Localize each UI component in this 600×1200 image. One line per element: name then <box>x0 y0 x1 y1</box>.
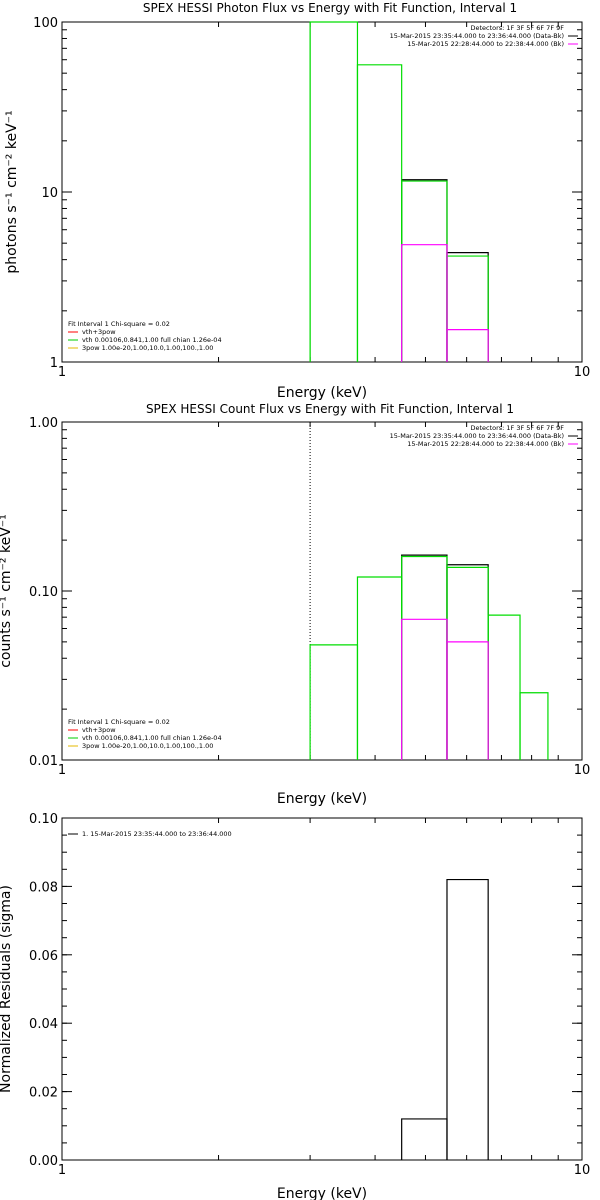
count-legend-bottom-left-text: Fit Interval 1 Chi-square = 0.02 <box>68 718 170 726</box>
count-series1-bin <box>401 555 448 760</box>
count-x-tick-label: 10 <box>574 763 591 778</box>
photon-series1-bin <box>401 180 448 362</box>
photon-series2-bin <box>401 244 448 362</box>
count-series0-bin <box>446 564 489 760</box>
residuals-y-tick-label: 0.08 <box>29 880 58 895</box>
photon-legend-bottom-left-text: vth 0.00106,0.841,1.00 full chian 1.26e-… <box>82 336 222 344</box>
photon-panel-title: SPEX HESSI Photon Flux vs Energy with Fi… <box>143 1 517 15</box>
photon-legend-top-right-text: 15-Mar-2015 22:28:44.000 to 22:38:44.000… <box>407 40 564 48</box>
residuals-legends: 1. 15-Mar-2015 23:35:44.000 to 23:36:44.… <box>68 830 232 838</box>
residuals-y-tick-label: 0.00 <box>29 1154 58 1169</box>
photon-series1-bin <box>446 255 489 362</box>
residuals-y-tick-label: 0.04 <box>29 1017 58 1032</box>
residuals-x-axis-label: Energy (keV) <box>277 1186 367 1200</box>
count-legend-top-right-text: 15-Mar-2015 23:35:44.000 to 23:36:44.000… <box>390 432 564 440</box>
residuals-legend-top-left-text: 1. 15-Mar-2015 23:35:44.000 to 23:36:44.… <box>82 830 232 838</box>
residuals-series0-bin <box>446 878 489 1160</box>
photon-series0-bin <box>446 252 489 362</box>
count-legend-bottom-left-text: vth+3pow <box>82 726 116 734</box>
count-legend-top-right-text: 15-Mar-2015 22:28:44.000 to 22:38:44.000… <box>407 440 564 448</box>
count-series1-bin <box>487 614 521 760</box>
count-y-tick-label: 0.01 <box>29 754 58 769</box>
count-y-tick-label: 0.10 <box>29 585 58 600</box>
photon-series1-bin <box>356 64 403 362</box>
count-legend-bottom-left-text: vth 0.00106,0.841,1.00 full chian 1.26e-… <box>82 734 222 742</box>
count-legends: Detectors: 1F 3F 5F 6F 7F 9F15-Mar-2015 … <box>68 424 578 750</box>
photon-series0-bin <box>401 179 448 362</box>
count-y-tick-label: 1.00 <box>29 416 58 431</box>
count-series1-bin <box>356 576 403 760</box>
photon-y-tick-label: 10 <box>41 186 58 201</box>
count-series1-bin <box>309 644 359 760</box>
photon-y-tick-label: 100 <box>33 16 58 31</box>
photon-x-axis-label: Energy (keV) <box>277 385 367 401</box>
count-series1-bin <box>519 692 549 760</box>
count-y-axis-label: counts s⁻¹ cm⁻² keV⁻¹ <box>0 514 14 668</box>
photon-x-tick-label: 10 <box>574 365 591 380</box>
photon-legend-bottom-left-text: 3pow 1.00e-20,1.00,10.0,1.00,100.,1.00 <box>82 344 213 352</box>
residuals-x-tick-label: 10 <box>574 1163 591 1178</box>
count-flux-panel: SPEX HESSI Count Flux vs Energy with Fit… <box>0 402 590 807</box>
photon-histogram <box>309 21 489 362</box>
photon-ticks: 1 10 1 10 100 <box>33 16 590 380</box>
photon-flux-panel: SPEX HESSI Photon Flux vs Energy with Fi… <box>4 1 590 401</box>
count-plot-frame <box>61 421 583 761</box>
photon-legend-bottom-left-text: Fit Interval 1 Chi-square = 0.02 <box>68 320 170 328</box>
photon-legend-top-right-text: 15-Mar-2015 23:35:44.000 to 23:36:44.000… <box>390 32 564 40</box>
count-series1-bin <box>446 566 489 760</box>
count-x-axis-label: Energy (keV) <box>277 791 367 807</box>
count-panel-title: SPEX HESSI Count Flux vs Energy with Fit… <box>146 402 514 416</box>
residuals-series0-bin <box>401 1118 448 1160</box>
residuals-y-axis-label: Normalized Residuals (sigma) <box>0 885 14 1093</box>
residuals-y-tick-label: 0.10 <box>29 812 58 827</box>
count-series0-bin <box>401 554 448 760</box>
count-legend-bottom-left-text: 3pow 1.00e-20,1.00,10.0,1.00,100.,1.00 <box>82 742 213 750</box>
photon-series2-bin <box>446 329 489 362</box>
count-histogram <box>309 422 549 760</box>
photon-y-axis-label: photons s⁻¹ cm⁻² keV⁻¹ <box>4 110 20 273</box>
count-x-tick-label: 1 <box>58 763 66 778</box>
residuals-ticks: 1 10 0.00 0.02 0.04 0.06 0.08 0.10 <box>29 812 590 1178</box>
count-series2-bin <box>446 641 489 760</box>
count-legend-top-right-text: Detectors: 1F 3F 5F 6F 7F 9F <box>470 424 564 432</box>
residuals-y-tick-label: 0.06 <box>29 949 58 964</box>
photon-y-tick-label: 1 <box>50 356 58 371</box>
photon-legend-top-right-text: Detectors: 1F 3F 5F 6F 7F 9F <box>470 24 564 32</box>
residuals-panel: Energy (keV) Normalized Residuals (sigma… <box>0 812 590 1200</box>
photon-x-tick-label: 1 <box>58 365 66 380</box>
count-series2-bin <box>401 618 448 760</box>
residuals-histogram <box>401 878 489 1160</box>
count-ticks: 1 10 0.01 0.10 1.00 <box>29 416 590 778</box>
residuals-x-tick-label: 1 <box>58 1163 66 1178</box>
photon-legend-bottom-left-text: vth+3pow <box>82 328 116 336</box>
residuals-plot-frame <box>61 817 583 1161</box>
photon-legends: Detectors: 1F 3F 5F 6F 7F 9F15-Mar-2015 … <box>68 24 578 352</box>
photon-plot-frame <box>61 21 583 363</box>
photon-series1-bin <box>309 21 359 362</box>
residuals-y-tick-label: 0.02 <box>29 1086 58 1101</box>
